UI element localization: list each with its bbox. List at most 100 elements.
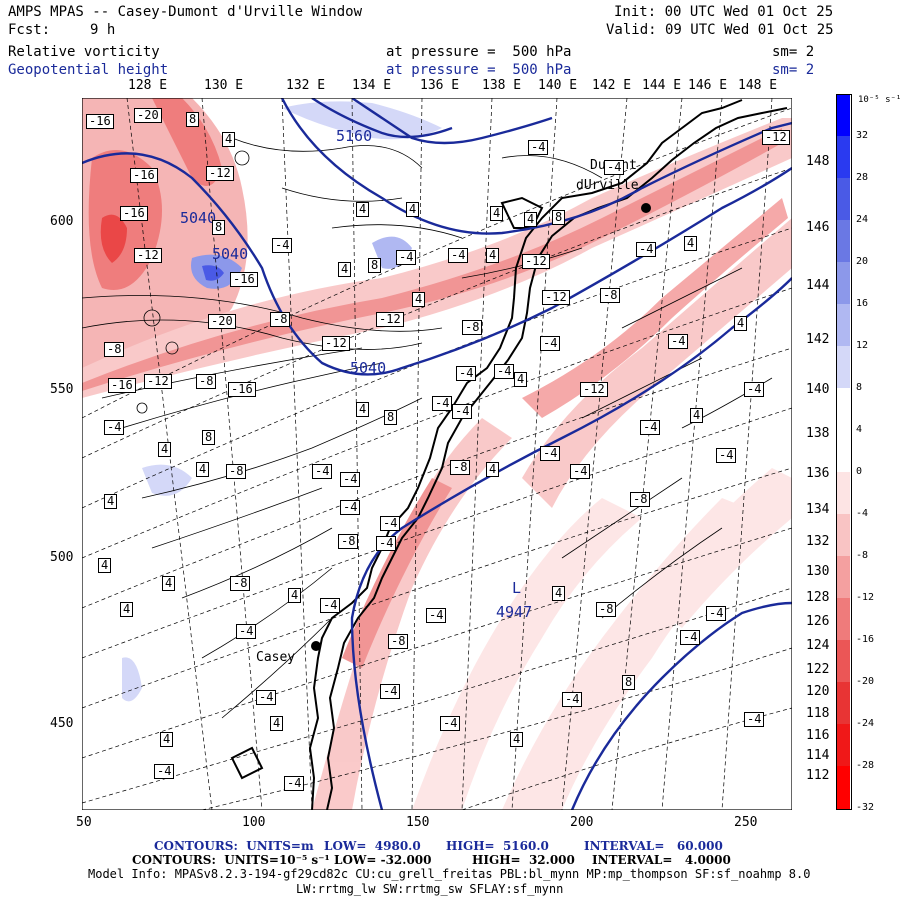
colorbar-tick-label: -4	[856, 508, 869, 519]
top-longitude-label: 132 E	[286, 78, 326, 93]
bottom-axis-tick-label: 100	[242, 815, 266, 830]
contour-value-box: -4	[312, 464, 333, 479]
top-longitude-label: 134 E	[352, 78, 392, 93]
contour-value-box: -20	[134, 108, 162, 123]
right-longitude-label: 126 E	[806, 614, 846, 629]
contour-value-box: -8	[196, 374, 217, 389]
height-label-5040-b: 5040	[212, 245, 249, 263]
contour-value-box: -16	[228, 382, 256, 397]
contour-value-box: 4	[406, 202, 420, 217]
contour-value-box: -4	[340, 500, 361, 515]
contour-value-box: -4	[636, 242, 657, 257]
contour-value-box: 4	[222, 132, 236, 147]
contour-value-box: -12	[376, 312, 404, 327]
contour-value-box: -4	[426, 608, 447, 623]
contour-value-box: -4	[284, 776, 305, 791]
contour-value-box: -4	[236, 624, 257, 639]
right-longitude-label: 122 E	[806, 662, 846, 677]
contour-value-box: 4	[160, 732, 174, 747]
colorbar-tick-label: 0	[856, 466, 863, 477]
bottom-axis-tick-label: 200	[570, 815, 594, 830]
right-longitude-label: 130 E	[806, 564, 846, 579]
durville-label: dUrville	[576, 178, 639, 193]
right-longitude-label: 118 E	[806, 706, 846, 721]
top-longitude-label: 130 E	[204, 78, 244, 93]
contour-value-box: 8	[622, 675, 636, 690]
contour-value-box: -4	[540, 336, 561, 351]
contour-value-box: -8	[600, 288, 621, 303]
colorbar-tick-label: -24	[856, 718, 875, 729]
top-longitude-label: 144 E	[642, 78, 682, 93]
contour-value-box: -4	[440, 716, 461, 731]
height-contours-interval: INTERVAL= 60.000	[584, 839, 723, 853]
left-axis-tick-label: 500	[50, 550, 74, 565]
contour-value-box: -4	[540, 446, 561, 461]
contour-value-box: -12	[322, 336, 350, 351]
contour-value-box: -8	[104, 342, 125, 357]
contour-value-box: 4	[338, 262, 352, 277]
contour-value-box: 4	[734, 316, 748, 331]
top-longitude-label: 128 E	[128, 78, 168, 93]
colorbar-swatch	[836, 556, 850, 599]
colorbar-swatch	[836, 346, 850, 389]
contour-value-box: 4	[162, 576, 176, 591]
contour-value-box: -8	[462, 320, 483, 335]
contour-value-box: -12	[580, 382, 608, 397]
contour-value-box: -4	[494, 364, 515, 379]
height-contours-low: LOW= 4980.0	[324, 839, 421, 853]
valid-time: Valid: 09 UTC Wed 01 Oct 25	[606, 22, 834, 38]
forecast-value: 9 h	[90, 22, 116, 38]
colorbar-tick-label: 24	[856, 214, 869, 225]
contour-value-box: 4	[120, 602, 134, 617]
height-label-5040-c: 5040	[350, 359, 387, 377]
colorbar-frame	[836, 94, 852, 810]
bottom-axis-tick-label: 250	[734, 815, 758, 830]
colorbar-tick-label: 20	[856, 256, 869, 267]
colorbar-tick-label: -32	[856, 802, 875, 813]
contour-value-box: 4	[356, 202, 370, 217]
contour-value-box: 4	[552, 586, 566, 601]
top-longitude-label: 148 E	[738, 78, 778, 93]
contour-value-box: -4	[604, 160, 625, 175]
contour-value-box: 8	[186, 112, 200, 127]
plot-title: AMPS MPAS -- Casey-Dumont d'Urville Wind…	[8, 4, 363, 20]
contour-value-box: -12	[206, 166, 234, 181]
colorbar-tick-label: 16	[856, 298, 869, 309]
contour-value-box: -8	[596, 602, 617, 617]
colorbar-tick-label: -8	[856, 550, 869, 561]
contour-value-box: -16	[120, 206, 148, 221]
contour-value-box: 4	[514, 372, 528, 387]
right-longitude-label: 112 E	[806, 768, 846, 783]
contour-value-box: -4	[528, 140, 549, 155]
contour-value-box: -4	[432, 396, 453, 411]
top-longitude-label: 140 E	[538, 78, 578, 93]
contour-value-box: 4	[684, 236, 698, 251]
contour-value-box: -12	[762, 130, 790, 145]
field1-name: Relative vorticity	[8, 44, 160, 60]
colorbar-swatch	[836, 682, 850, 725]
contour-value-box: -4	[380, 516, 401, 531]
contour-value-box: -20	[208, 314, 236, 329]
contour-value-box: 4	[486, 462, 500, 477]
left-axis-tick-label: 450	[50, 716, 74, 731]
contour-value-box: -4	[570, 464, 591, 479]
dumont-durville-station-marker	[641, 203, 651, 213]
top-longitude-label: 138 E	[482, 78, 522, 93]
height-contours-units: CONTOURS: UNITS=m	[154, 839, 314, 853]
contour-value-box: -4	[340, 472, 361, 487]
field1-smoothing: sm= 2	[772, 44, 815, 60]
right-longitude-label: 132 E	[806, 534, 846, 549]
map-plot	[82, 98, 792, 810]
contour-value-box: -8	[630, 492, 651, 507]
contour-value-box: 4	[490, 206, 504, 221]
right-longitude-label: 140 E	[806, 382, 846, 397]
colorbar-swatch	[836, 598, 850, 641]
contour-value-box: -4	[744, 712, 765, 727]
contour-value-box: 8	[384, 410, 398, 425]
contour-value-box: 4	[270, 716, 284, 731]
contour-value-box: -4	[396, 250, 417, 265]
contour-value-box: -4	[448, 248, 469, 263]
contour-value-box: -8	[226, 464, 247, 479]
contour-value-box: -4	[104, 420, 125, 435]
contour-value-box: -4	[640, 420, 661, 435]
